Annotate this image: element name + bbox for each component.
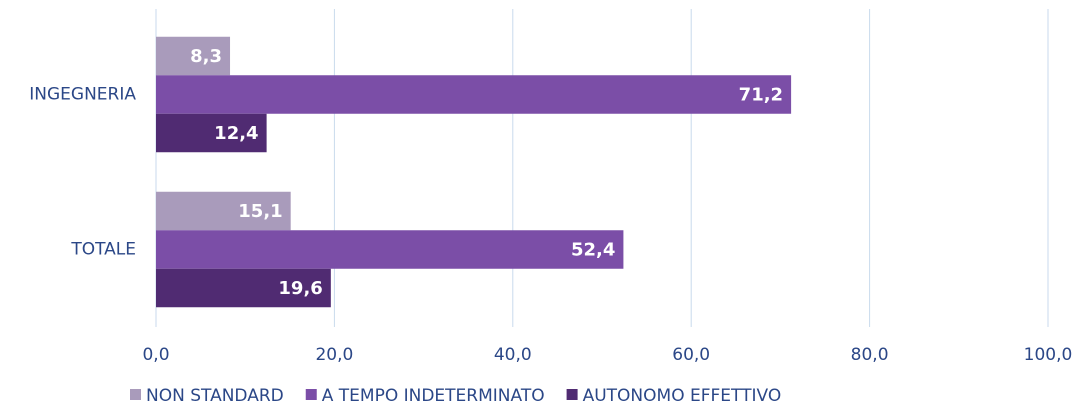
data-label: 71,2	[739, 85, 783, 106]
legend-swatch	[305, 389, 317, 400]
legend-label: NON STANDARD	[146, 386, 284, 406]
legend-swatch	[566, 389, 578, 400]
legend-swatch	[130, 389, 141, 400]
x-tick-label: 80,0	[851, 345, 889, 365]
bar	[156, 230, 624, 269]
bar	[156, 191, 291, 231]
bar	[156, 113, 267, 153]
legend-label: A TEMPO INDETERMINATO	[322, 386, 545, 406]
y-tick-label: INGEGNERIA	[29, 85, 136, 105]
x-tick-label: 40,0	[494, 345, 532, 365]
x-tick-label: 0,0	[142, 345, 169, 365]
bar	[156, 36, 231, 76]
legend-label: AUTONOMO EFFETTIVO	[583, 386, 782, 406]
data-label: 52,4	[571, 240, 615, 261]
x-tick-label: 20,0	[315, 345, 353, 365]
y-tick-label: TOTALE	[70, 240, 136, 260]
x-tick-label: 60,0	[672, 345, 710, 365]
data-label: 19,6	[278, 278, 322, 299]
data-label: 12,4	[214, 123, 258, 144]
data-label: 8,3	[190, 46, 222, 67]
data-label: 15,1	[238, 201, 282, 222]
bar	[156, 268, 331, 308]
bar	[156, 75, 792, 114]
x-tick-label: 100,0	[1024, 345, 1073, 365]
